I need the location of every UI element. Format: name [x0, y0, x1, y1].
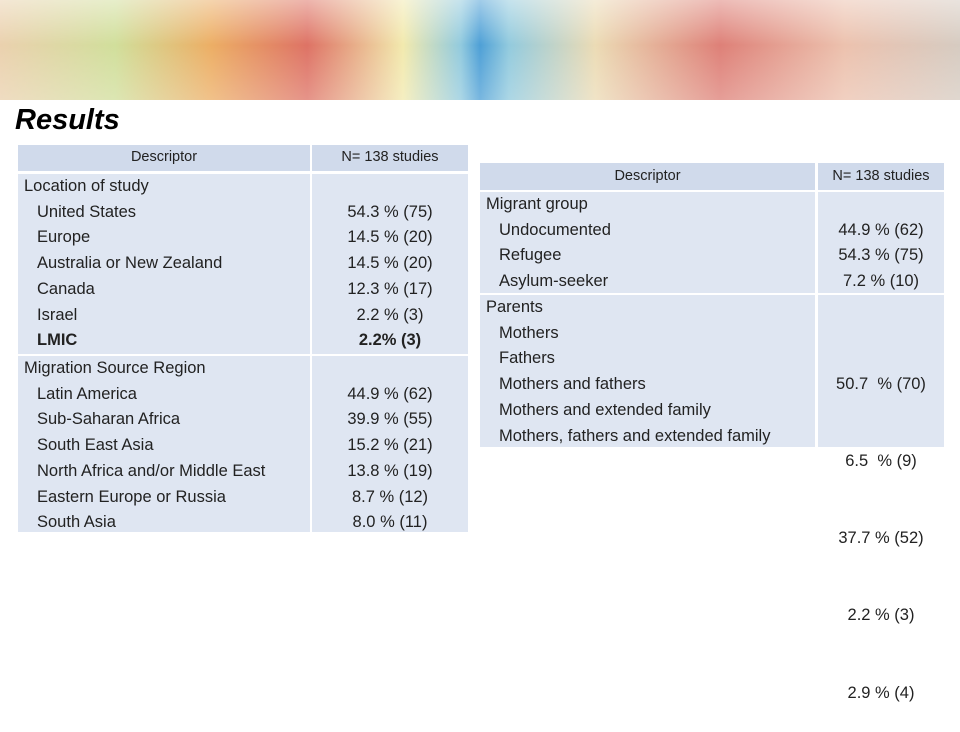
row-label: Mothers, fathers and extended family: [499, 426, 771, 445]
row-value: 44.9 % (62): [347, 384, 433, 403]
row-value: 2.2% (3): [358, 331, 422, 350]
row-value: 37.7 % (52): [838, 529, 924, 548]
row-value: 7.2 % (10): [842, 272, 920, 291]
row-label: Latin America: [37, 384, 137, 403]
row-value: 14.5 % (20): [347, 254, 433, 273]
descriptor-cell: Migration Source Region Latin America Su…: [18, 356, 310, 532]
row-label: South East Asia: [37, 436, 154, 455]
row-value: 12.3 % (17): [347, 279, 433, 298]
row-label: Mothers and extended family: [499, 400, 711, 419]
row-value: 6.5 % (9): [845, 452, 917, 471]
header-cell: N= 138 studies: [818, 163, 944, 190]
group-label: Migration Source Region: [24, 359, 206, 377]
group-label: Parents: [486, 298, 543, 316]
value-cell: 44.9 % (62) 39.9 % (55) 15.2 % (21) 13.8…: [312, 356, 468, 532]
row-label: Refugee: [499, 246, 562, 265]
row-label: Eastern Europe or Russia: [37, 487, 226, 506]
value-cell: 44.9 % (62) 54.3 % (75) 7.2 % (10): [818, 192, 944, 293]
header-cell: Descriptor: [480, 163, 815, 190]
row-value: 2.2 % (3): [356, 305, 424, 324]
row-label: Mothers: [499, 323, 559, 342]
row-value: 13.8 % (19): [347, 461, 433, 480]
group-label: Migrant group: [486, 195, 588, 213]
descriptor-cell: Parents Mothers Fathers Mothers and fath…: [480, 295, 815, 447]
header-cell: N= 138 studies: [312, 145, 468, 171]
row-value: 2.9 % (4): [847, 683, 915, 702]
row-value: 39.9 % (55): [347, 410, 433, 429]
row-label: Australia or New Zealand: [37, 254, 223, 273]
row-value: 54.3 % (75): [838, 246, 924, 265]
row-label: Fathers: [499, 349, 555, 368]
row-label: Sub-Saharan Africa: [37, 410, 181, 429]
row-value: 2.2 % (3): [847, 606, 915, 625]
row-label: United States: [37, 202, 137, 221]
descriptor-cell: Location of study United States Europe A…: [18, 174, 310, 354]
banner-image: [0, 0, 960, 100]
row-label: LMIC: [37, 331, 78, 350]
descriptor-cell: Migrant group Undocumented Refugee Asylu…: [480, 192, 815, 293]
row-label: Mothers and fathers: [499, 375, 646, 394]
row-value: 8.7 % (12): [351, 487, 429, 506]
value-cell: 50.7 % (70) 6.5 % (9) 37.7 % (52) 2.2 % …: [818, 295, 944, 702]
row-label: Europe: [37, 228, 91, 247]
row-label: Canada: [37, 279, 95, 298]
row-label: North Africa and/or Middle East: [37, 461, 266, 480]
row-label: Undocumented: [499, 220, 611, 239]
row-value: 8.0 % (11): [352, 513, 428, 532]
row-label: Israel: [37, 305, 78, 324]
row-label: Asylum-seeker: [499, 272, 609, 291]
slide: Results Descriptor N= 138 studies Locati…: [0, 0, 960, 702]
row-value: 15.2 % (21): [347, 436, 433, 455]
header-cell: Descriptor: [18, 145, 310, 171]
row-value: 50.7 % (70): [836, 375, 926, 394]
group-label: Location of study: [24, 177, 149, 195]
row-label: South Asia: [37, 513, 116, 532]
row-value: 14.5 % (20): [347, 228, 433, 247]
row-value: 54.3 % (75): [347, 202, 433, 221]
value-cell: 54.3 % (75) 14.5 % (20) 14.5 % (20) 12.3…: [312, 174, 468, 354]
slide-title: Results: [15, 104, 120, 136]
row-value: 44.9 % (62): [838, 220, 924, 239]
